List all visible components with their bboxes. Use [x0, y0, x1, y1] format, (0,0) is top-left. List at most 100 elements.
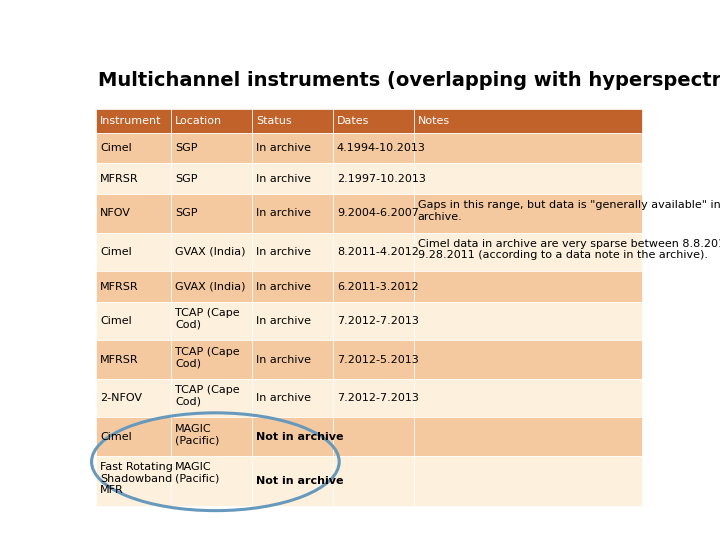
Bar	[96, 271, 171, 302]
Text: NFOV: NFOV	[100, 208, 131, 218]
Bar	[414, 233, 642, 271]
Bar	[171, 132, 252, 164]
Text: Fast Rotating
Shadowband
MFR: Fast Rotating Shadowband MFR	[100, 462, 173, 495]
Bar	[333, 132, 414, 164]
Bar	[252, 302, 333, 340]
Text: 9.2004-6.2007: 9.2004-6.2007	[337, 208, 419, 218]
Bar	[96, 132, 171, 164]
Bar	[96, 456, 171, 506]
Text: In archive: In archive	[256, 316, 311, 326]
Bar	[333, 164, 414, 194]
Bar	[96, 110, 171, 132]
Text: In archive: In archive	[256, 393, 311, 403]
Text: In archive: In archive	[256, 208, 311, 218]
Text: Not in archive: Not in archive	[256, 431, 343, 442]
Text: Status: Status	[256, 116, 292, 126]
Text: Instrument: Instrument	[100, 116, 161, 126]
Text: GVAX (India): GVAX (India)	[176, 247, 246, 257]
Bar	[414, 194, 642, 233]
Bar	[252, 233, 333, 271]
Bar	[96, 417, 171, 456]
Text: MFRSR: MFRSR	[100, 174, 139, 184]
Bar	[252, 417, 333, 456]
Bar	[414, 417, 642, 456]
Bar	[333, 379, 414, 417]
Bar	[333, 110, 414, 132]
Bar	[96, 164, 171, 194]
Bar	[333, 340, 414, 379]
Bar	[171, 233, 252, 271]
Bar	[96, 194, 171, 233]
Bar	[171, 271, 252, 302]
Bar	[414, 164, 642, 194]
Text: MAGIC
(Pacific): MAGIC (Pacific)	[176, 462, 220, 484]
Text: Cimel: Cimel	[100, 247, 132, 257]
Bar	[333, 233, 414, 271]
Text: Cimel data in archive are very sparse between 8.8.2011 and
9.28.2011 (according : Cimel data in archive are very sparse be…	[418, 239, 720, 260]
Text: In archive: In archive	[256, 174, 311, 184]
Bar	[171, 456, 252, 506]
Bar	[171, 417, 252, 456]
Bar	[333, 302, 414, 340]
Text: Notes: Notes	[418, 116, 450, 126]
Bar	[252, 379, 333, 417]
Text: GVAX (India): GVAX (India)	[176, 281, 246, 292]
Bar	[252, 132, 333, 164]
Bar	[252, 456, 333, 506]
Bar	[414, 340, 642, 379]
Text: 4.1994-10.2013: 4.1994-10.2013	[337, 143, 426, 153]
Bar	[171, 110, 252, 132]
Bar	[333, 456, 414, 506]
Bar	[333, 271, 414, 302]
Text: Not in archive: Not in archive	[256, 476, 343, 486]
Text: 7.2012-5.2013: 7.2012-5.2013	[337, 355, 418, 365]
Text: Gaps in this range, but data is "generally available" in the
archive.: Gaps in this range, but data is "general…	[418, 200, 720, 222]
Text: Cimel: Cimel	[100, 143, 132, 153]
Text: MAGIC
(Pacific): MAGIC (Pacific)	[176, 423, 220, 445]
Text: Location: Location	[176, 116, 222, 126]
Bar	[414, 302, 642, 340]
Text: 2-NFOV: 2-NFOV	[100, 393, 142, 403]
Bar	[252, 164, 333, 194]
Text: MFRSR: MFRSR	[100, 355, 139, 365]
Text: 8.2011-4.2012: 8.2011-4.2012	[337, 247, 419, 257]
Text: In archive: In archive	[256, 281, 311, 292]
Text: 2.1997-10.2013: 2.1997-10.2013	[337, 174, 426, 184]
Bar	[252, 271, 333, 302]
Bar	[252, 340, 333, 379]
Text: Cimel: Cimel	[100, 431, 132, 442]
Bar	[252, 194, 333, 233]
Bar	[252, 110, 333, 132]
Bar	[171, 379, 252, 417]
Bar	[96, 233, 171, 271]
Bar	[96, 379, 171, 417]
Text: In archive: In archive	[256, 355, 311, 365]
Bar	[96, 302, 171, 340]
Text: In archive: In archive	[256, 143, 311, 153]
Bar	[414, 271, 642, 302]
Text: TCAP (Cape
Cod): TCAP (Cape Cod)	[176, 347, 240, 368]
Text: Cimel: Cimel	[100, 316, 132, 326]
Bar	[414, 110, 642, 132]
Text: SGP: SGP	[176, 174, 198, 184]
Text: In archive: In archive	[256, 247, 311, 257]
Bar	[414, 132, 642, 164]
Bar	[171, 302, 252, 340]
Text: SGP: SGP	[176, 208, 198, 218]
Text: TCAP (Cape
Cod): TCAP (Cape Cod)	[176, 385, 240, 407]
Bar	[333, 194, 414, 233]
Text: 6.2011-3.2012: 6.2011-3.2012	[337, 281, 418, 292]
Bar	[171, 194, 252, 233]
Text: 7.2012-7.2013: 7.2012-7.2013	[337, 393, 419, 403]
Text: 7.2012-7.2013: 7.2012-7.2013	[337, 316, 419, 326]
Text: SGP: SGP	[176, 143, 198, 153]
Bar	[414, 379, 642, 417]
Text: TCAP (Cape
Cod): TCAP (Cape Cod)	[176, 308, 240, 330]
Text: Dates: Dates	[337, 116, 369, 126]
Bar	[414, 456, 642, 506]
Bar	[171, 164, 252, 194]
Text: MFRSR: MFRSR	[100, 281, 139, 292]
Bar	[333, 417, 414, 456]
Bar	[96, 340, 171, 379]
Bar	[171, 340, 252, 379]
